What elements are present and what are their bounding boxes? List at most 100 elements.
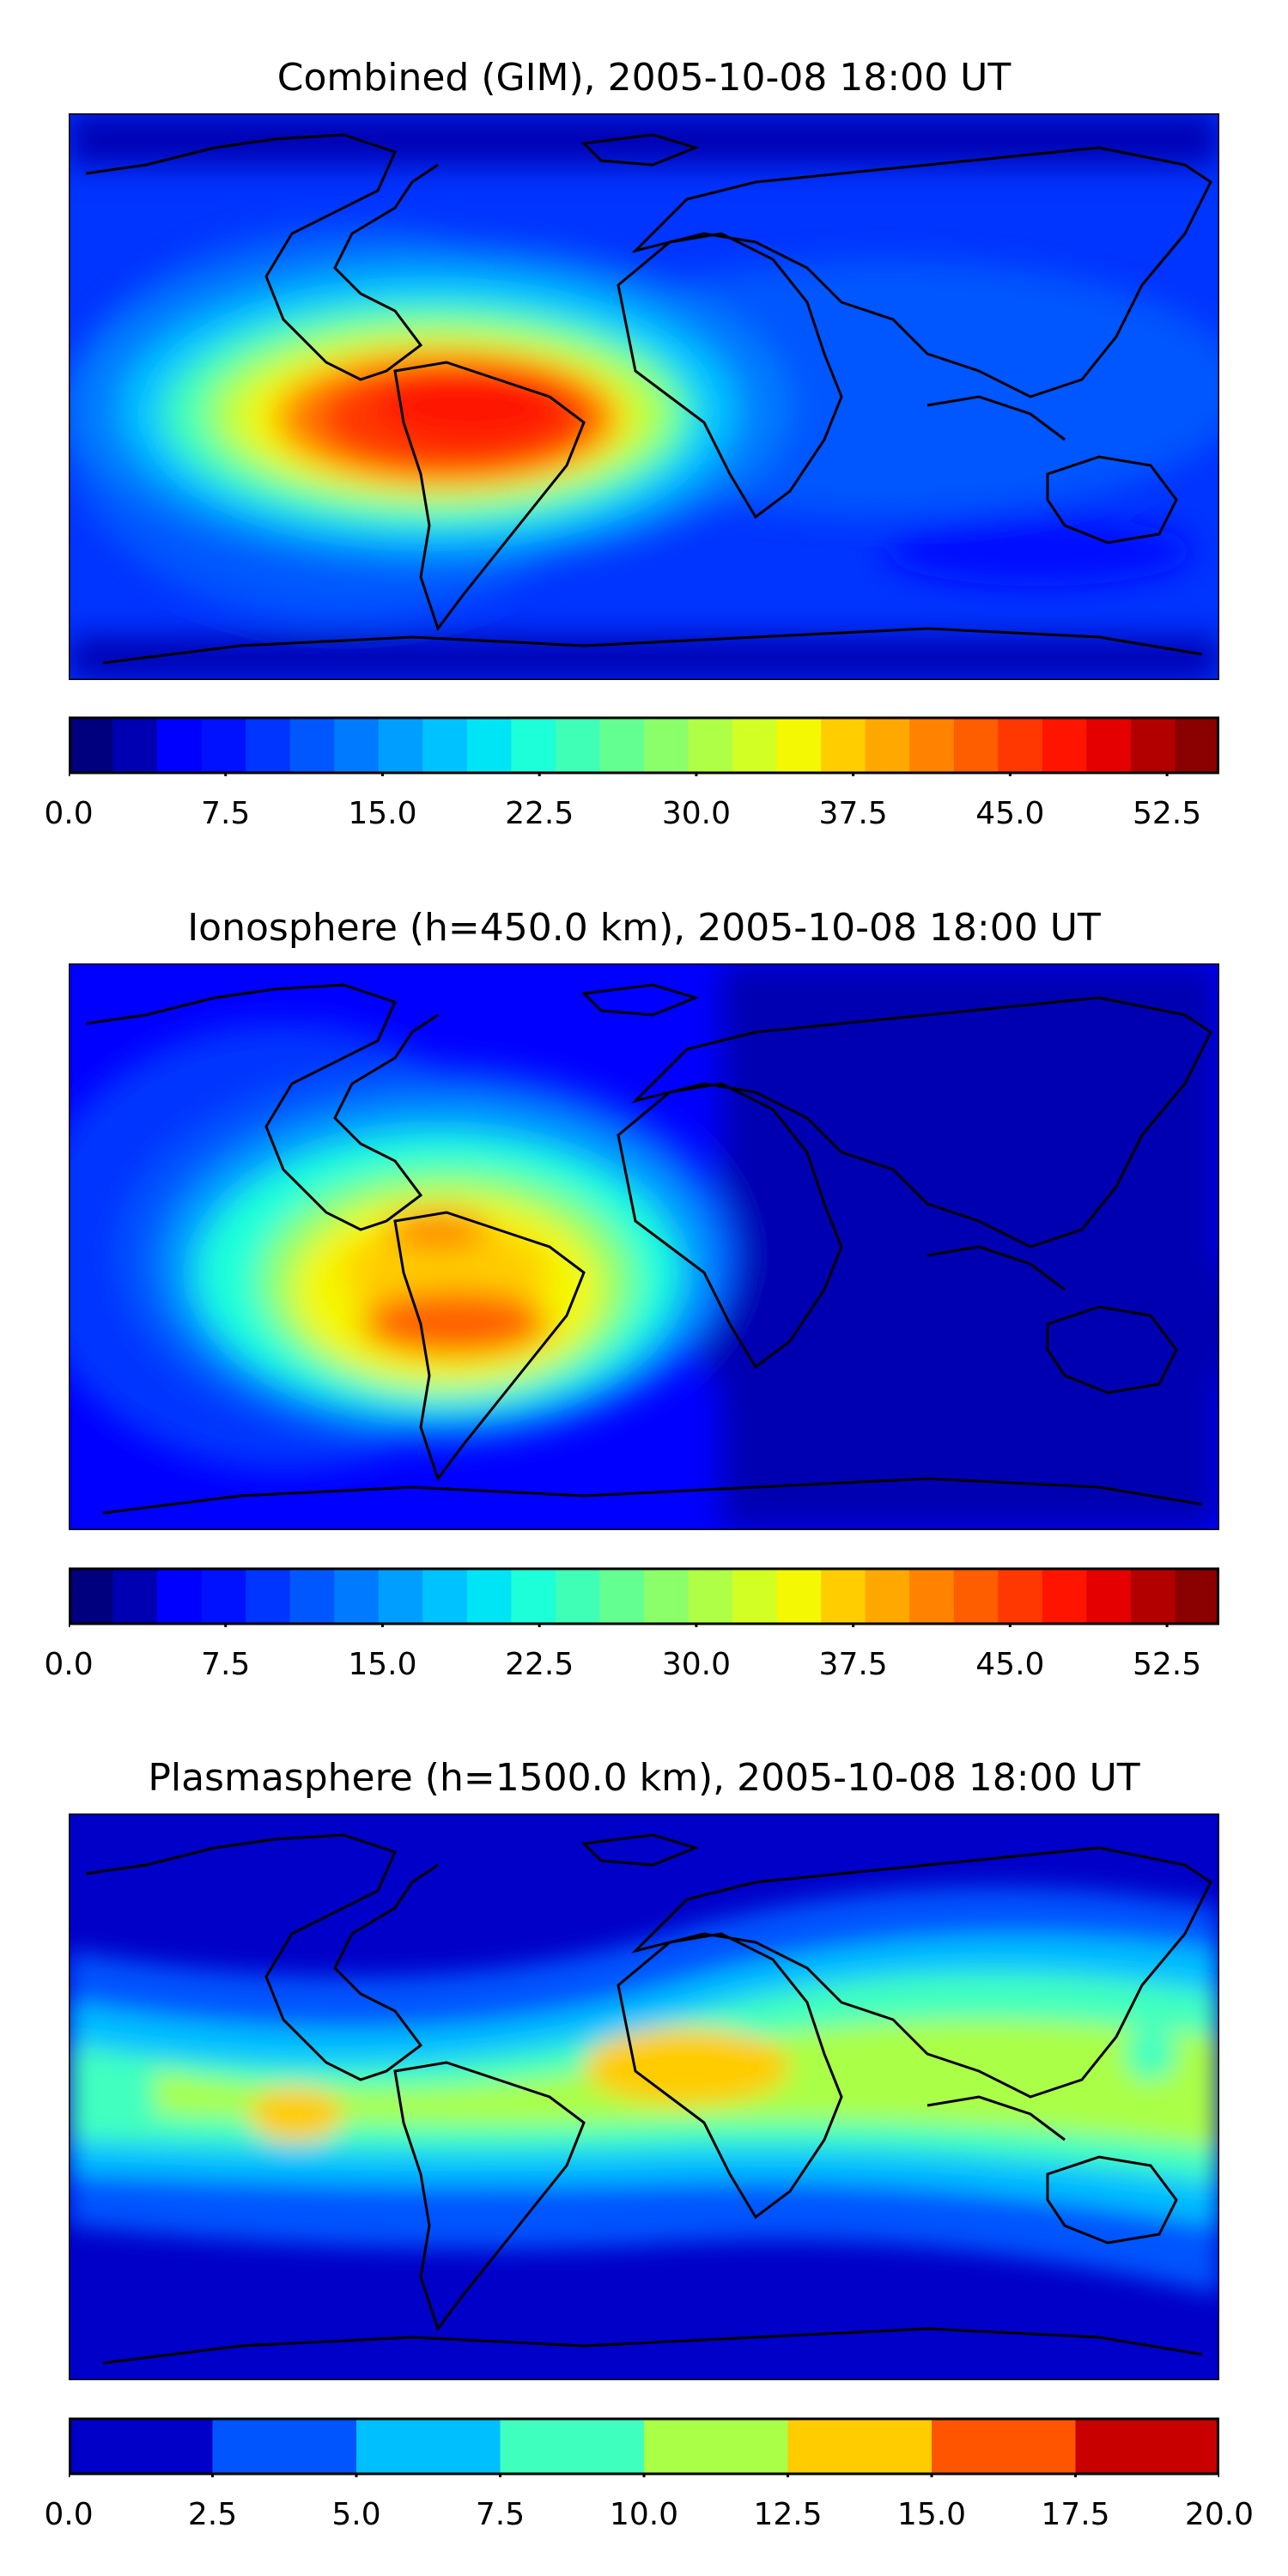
colorbar-swatch xyxy=(909,1569,955,1624)
colorbar-tick-label: 7.5 xyxy=(201,1647,251,1682)
panel-title-combined: Combined (GIM), 2005-10-08 18:00 UT xyxy=(276,56,1012,100)
colorbar-swatch xyxy=(466,718,512,773)
colorbar-ticks-ionosphere: 0.0 7.5 15.0 22.5 30.0 37.5 45.0 52.5 xyxy=(44,1647,1219,1686)
colorbar-swatch xyxy=(821,718,866,773)
colorbar-tick-label: 17.5 xyxy=(1041,2497,1110,2532)
colorbar-swatch xyxy=(953,718,999,773)
colorbar-tick-label: 0.0 xyxy=(44,796,94,831)
colorbar-swatch xyxy=(334,718,380,773)
colorbar-swatch xyxy=(1175,718,1219,773)
colorbar-swatch xyxy=(998,718,1043,773)
colorbar-swatch xyxy=(289,718,335,773)
colorbar-swatch xyxy=(599,1569,645,1624)
colorbar-swatch xyxy=(732,1569,778,1624)
colorbar-ticks-plasmasphere: 0.0 2.5 5.0 7.5 10.0 12.5 15.0 17.5 20.0 xyxy=(44,2497,1254,2536)
colorbar-tick-label: 12.5 xyxy=(753,2497,823,2532)
colorbar-tick-label: 10.0 xyxy=(609,2497,679,2532)
colorbar-tick-label: 30.0 xyxy=(661,796,731,831)
colorbar-frame xyxy=(69,716,1219,775)
coastlines xyxy=(85,1833,1212,2365)
colorbar-swatch xyxy=(776,718,822,773)
colorbar-swatch xyxy=(1086,1569,1132,1624)
colorbar-swatch xyxy=(422,718,468,773)
colorbar-swatch xyxy=(644,718,690,773)
colorbar-frame xyxy=(69,1567,1219,1625)
colorbar-tick-label: 30.0 xyxy=(661,1647,731,1682)
colorbar-swatch xyxy=(246,718,291,773)
colorbar-swatch xyxy=(201,718,246,773)
colorbar-swatch xyxy=(466,1569,512,1624)
colorbar-swatch xyxy=(787,2419,933,2474)
colorbar-swatch xyxy=(289,1569,335,1624)
colorbar-swatch xyxy=(1175,1569,1219,1624)
colorbar-swatch xyxy=(334,1569,380,1624)
colorbar-tick-label: 52.5 xyxy=(1133,796,1202,831)
colorbar-swatch xyxy=(1075,2419,1219,2474)
colorbar-swatch xyxy=(909,718,955,773)
colorbar-tick-label: 0.0 xyxy=(44,2497,94,2532)
colorbar-swatch xyxy=(1042,1569,1087,1624)
colorbar-swatch xyxy=(732,718,778,773)
map-ionosphere xyxy=(69,963,1219,1530)
panel-title-plasmasphere: Plasmasphere (h=1500.0 km), 2005-10-08 1… xyxy=(148,1756,1140,1800)
map-plasmasphere xyxy=(69,1814,1219,2380)
colorbar-swatch xyxy=(821,1569,866,1624)
colorbar-swatch xyxy=(378,718,423,773)
colorbar-swatch xyxy=(246,1569,291,1624)
colorbar-swatch xyxy=(776,1569,822,1624)
colorbar-ionosphere xyxy=(69,1567,1219,1627)
colorbar-swatch xyxy=(644,1569,690,1624)
colorbar-swatch xyxy=(422,1569,468,1624)
colorbar-swatch xyxy=(932,2419,1076,2474)
colorbar-tick-label: 5.0 xyxy=(331,2497,381,2532)
colorbar-swatch xyxy=(511,1569,556,1624)
colorbar-swatch xyxy=(112,718,158,773)
colorbar-swatch xyxy=(511,718,556,773)
colorbar-swatch xyxy=(1130,718,1176,773)
colorbar-swatch xyxy=(69,1569,114,1624)
colorbar-plasmasphere xyxy=(69,2417,1219,2477)
colorbar-tick-label: 0.0 xyxy=(44,1647,94,1682)
colorbar-tick-label: 45.0 xyxy=(975,1647,1045,1682)
colorbar-swatch xyxy=(555,718,600,773)
colorbar-swatch xyxy=(69,718,114,773)
colorbar-swatch xyxy=(865,1569,910,1624)
colorbar-swatch xyxy=(1130,1569,1176,1624)
colorbar-swatch xyxy=(157,718,203,773)
colorbar-swatch xyxy=(688,718,733,773)
colorbar-swatch xyxy=(212,2419,357,2474)
colorbar-swatch xyxy=(500,2419,645,2474)
coastlines xyxy=(85,133,1212,665)
colorbar-swatch xyxy=(599,718,645,773)
colorbar-tick-label: 37.5 xyxy=(818,796,888,831)
colorbar-tick-label: 15.0 xyxy=(348,796,417,831)
colorbar-swatch xyxy=(69,2419,213,2474)
colorbar-tick-label: 22.5 xyxy=(505,796,574,831)
colorbar-swatch xyxy=(356,2419,501,2474)
colorbar-swatch xyxy=(1086,718,1132,773)
colorbar-tick-label: 20.0 xyxy=(1184,2497,1255,2532)
colorbar-ticks-combined: 0.0 7.5 15.0 22.5 30.0 37.5 45.0 52.5 xyxy=(44,796,1219,835)
colorbar-swatch xyxy=(157,1569,203,1624)
map-combined xyxy=(69,113,1219,680)
colorbar-swatch xyxy=(378,1569,423,1624)
colorbar-swatch xyxy=(201,1569,246,1624)
colorbar-swatch xyxy=(555,1569,600,1624)
colorbar-swatch xyxy=(688,1569,733,1624)
colorbar-tick-label: 37.5 xyxy=(818,1647,888,1682)
colorbar-tick-label: 7.5 xyxy=(201,796,251,831)
coastlines xyxy=(85,983,1212,1515)
colorbar-tick-label: 22.5 xyxy=(505,1647,574,1682)
colorbar-swatch xyxy=(865,718,910,773)
colorbar-tick-label: 15.0 xyxy=(896,2497,967,2532)
colorbar-tick-label: 52.5 xyxy=(1133,1647,1202,1682)
colorbar-tick-label: 15.0 xyxy=(348,1647,417,1682)
colorbar-swatch xyxy=(1042,718,1087,773)
colorbar-tick-label: 7.5 xyxy=(475,2497,526,2532)
colorbar-swatch xyxy=(998,1569,1043,1624)
colorbar-combined xyxy=(69,716,1219,776)
colorbar-swatch xyxy=(644,2419,788,2474)
colorbar-tick-label: 45.0 xyxy=(975,796,1045,831)
colorbar-swatch xyxy=(953,1569,999,1624)
panel-title-ionosphere: Ionosphere (h=450.0 km), 2005-10-08 18:0… xyxy=(187,906,1101,950)
